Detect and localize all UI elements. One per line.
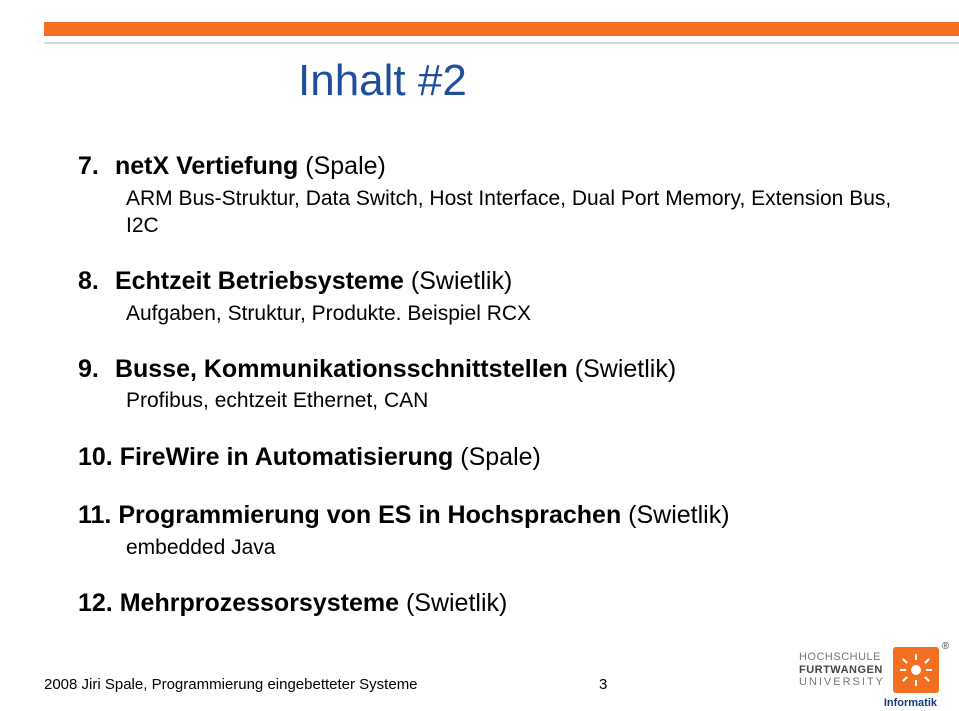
item-bold: Busse, Kommunikationsschnittstellen	[115, 355, 575, 383]
item-heading: 9. Busse, Kommunikationsschnittstellen (…	[78, 353, 899, 386]
content-list: 7. netX Vertiefung (Spale) ARM Bus-Struk…	[78, 150, 899, 645]
registered-icon: ®	[942, 641, 949, 652]
item-bold: Mehrprozessorsysteme	[120, 589, 406, 617]
university-name: HOCHSCHULE FURTWANGEN UNIVERSITY	[799, 651, 885, 689]
item-sub: ARM Bus-Struktur, Data Switch, Host Inte…	[126, 185, 899, 240]
list-item: 10. FireWire in Automatisierung (Spale)	[78, 441, 899, 474]
item-number: 10.	[78, 441, 113, 474]
item-number: 11.	[78, 499, 111, 532]
item-light: (Spale)	[460, 443, 541, 471]
item-light: (Swietlik)	[411, 267, 512, 295]
item-number: 7.	[78, 150, 108, 183]
uni-line2: FURTWANGEN	[799, 664, 885, 677]
item-heading: 8. Echtzeit Betriebsysteme (Swietlik)	[78, 265, 899, 298]
item-heading: 11. Programmierung von ES in Hochsprache…	[78, 499, 899, 532]
uni-line1: HOCHSCHULE	[799, 651, 885, 664]
university-logo-block: HOCHSCHULE FURTWANGEN UNIVERSITY ®	[799, 647, 939, 693]
item-light: (Swietlik)	[575, 355, 676, 383]
accent-bar	[44, 22, 959, 36]
item-bold: FireWire in Automatisierung	[120, 443, 461, 471]
item-sub: embedded Java	[126, 534, 899, 561]
informatik-label: Informatik	[884, 697, 937, 709]
item-heading: 7. netX Vertiefung (Spale)	[78, 150, 899, 183]
footer: 2008 Jiri Spale, Programmierung eingebet…	[44, 647, 939, 693]
page-number: 3	[599, 676, 607, 693]
item-heading: 12. Mehrprozessorsysteme (Swietlik)	[78, 587, 899, 620]
divider-line	[44, 42, 959, 44]
list-item: 7. netX Vertiefung (Spale) ARM Bus-Struk…	[78, 150, 899, 239]
item-bold: netX Vertiefung	[115, 152, 305, 180]
slide-title: Inhalt #2	[298, 56, 467, 106]
list-item: 9. Busse, Kommunikationsschnittstellen (…	[78, 353, 899, 415]
list-item: 8. Echtzeit Betriebsysteme (Swietlik) Au…	[78, 265, 899, 327]
item-light: (Swietlik)	[628, 501, 729, 529]
item-bold: Echtzeit Betriebsysteme	[115, 267, 411, 295]
item-light: (Spale)	[305, 152, 386, 180]
item-sub: Profibus, echtzeit Ethernet, CAN	[126, 387, 899, 414]
uni-line3: UNIVERSITY	[799, 676, 885, 689]
item-light: (Swietlik)	[406, 589, 507, 617]
item-number: 12.	[78, 587, 113, 620]
item-sub: Aufgaben, Struktur, Produkte. Beispiel R…	[126, 300, 899, 327]
sun-logo-icon: ®	[893, 647, 939, 693]
list-item: 11. Programmierung von ES in Hochsprache…	[78, 499, 899, 561]
list-item: 12. Mehrprozessorsysteme (Swietlik)	[78, 587, 899, 620]
footer-copyright: 2008 Jiri Spale, Programmierung eingebet…	[44, 676, 799, 693]
item-bold: Programmierung von ES in Hochsprachen	[118, 501, 628, 529]
item-number: 9.	[78, 353, 108, 386]
item-number: 8.	[78, 265, 108, 298]
item-heading: 10. FireWire in Automatisierung (Spale)	[78, 441, 899, 474]
